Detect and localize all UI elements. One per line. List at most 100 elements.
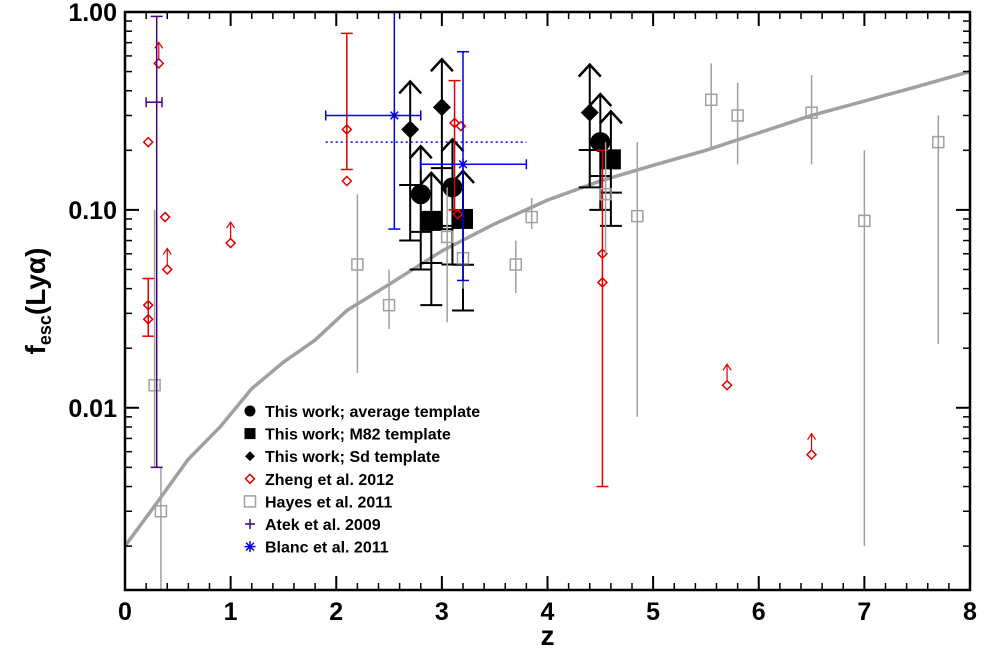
limit-arrow (598, 109, 623, 125)
point-marker (440, 230, 454, 244)
data-point (398, 79, 423, 242)
point-marker (225, 237, 237, 249)
data-point (154, 467, 168, 590)
data-point (142, 277, 155, 337)
data-points-layer (142, 11, 945, 590)
data-point (225, 220, 237, 249)
legend-marker (243, 495, 257, 508)
data-point (159, 211, 171, 223)
data-point (153, 41, 165, 69)
point-marker (455, 120, 467, 132)
y-tick-label: 0.01 (68, 395, 117, 423)
x-tick-label: 6 (752, 598, 766, 626)
ast-d2 (458, 159, 468, 169)
legend: This work; average template This work; M8… (243, 404, 480, 557)
point-marker (432, 98, 451, 117)
data-point (858, 150, 871, 547)
data-point (448, 79, 461, 211)
data-point (455, 120, 467, 132)
x-tick-label: 0 (118, 598, 132, 626)
y-axis-label-sub: esc (35, 315, 55, 345)
limit-arrow (440, 137, 465, 153)
legend-item: This work; Sd template (245, 449, 440, 466)
data-point (148, 209, 161, 468)
limit-arrow (807, 432, 817, 440)
data-point (596, 276, 608, 288)
data-point (932, 115, 945, 345)
limit-arrow (588, 92, 613, 107)
data-point (525, 197, 538, 230)
point-marker (932, 135, 945, 149)
data-point (324, 11, 422, 230)
series-2 (398, 57, 602, 242)
point-marker (631, 209, 644, 223)
point-marker (509, 258, 523, 271)
point-marker (805, 106, 818, 119)
data-point (340, 32, 353, 171)
x-tick-label: 4 (541, 598, 555, 626)
point-marker (388, 109, 400, 121)
data-point (419, 171, 444, 307)
y-axis-label-rest: (Lyα) (20, 248, 51, 316)
ast-d2 (245, 542, 255, 551)
limit-arrow (398, 79, 423, 95)
legend-label: Hayes et al. 2011 (265, 494, 392, 511)
data-point (429, 57, 454, 231)
data-point (440, 187, 454, 323)
data-point (509, 240, 523, 294)
data-point (805, 75, 818, 165)
legend-label: This work; average template (265, 404, 480, 421)
legend-item: Atek et al. 2009 (245, 517, 381, 534)
data-point (351, 194, 364, 373)
limit-arrow (429, 57, 454, 73)
data-point (599, 142, 612, 254)
data-point (420, 50, 528, 282)
limit-arrow (577, 62, 602, 78)
legend-label: This work; M82 template (265, 427, 451, 444)
point-marker (151, 97, 162, 108)
point-marker (599, 187, 612, 201)
limit-arrow (419, 171, 444, 186)
legend-marker (244, 428, 256, 440)
legend-item: This work; M82 template (244, 427, 451, 444)
axis-ticks-layer: 0 1 2 3 4 5 6 7 8 0.01 0.10 1.00 (68, 0, 977, 626)
legend-marker (244, 405, 256, 417)
data-point (341, 175, 353, 187)
data-point (577, 62, 602, 189)
legend-label: Blanc et al. 2011 (265, 540, 389, 557)
point-marker (159, 211, 171, 223)
point-marker (382, 298, 396, 312)
point-marker (525, 210, 538, 224)
point-marker (401, 120, 420, 139)
point-marker (351, 258, 364, 271)
point-marker (448, 117, 461, 129)
series-3 (142, 32, 818, 488)
data-point (145, 15, 163, 469)
point-marker (721, 379, 733, 391)
data-point (440, 137, 465, 266)
model-curve (123, 69, 971, 548)
data-point (142, 313, 154, 325)
limit-arrow (722, 363, 732, 371)
data-point (382, 269, 396, 330)
limit-arrow (226, 220, 236, 229)
point-marker (731, 109, 744, 122)
point-marker (341, 123, 353, 136)
limit-arrow (162, 247, 172, 255)
point-marker (161, 263, 173, 276)
point-marker (341, 175, 353, 187)
legend-item: Zheng et al. 2012 (244, 472, 394, 489)
legend-label: Zheng et al. 2012 (265, 472, 394, 489)
x-tick-label: 1 (224, 598, 238, 626)
data-point (142, 136, 154, 148)
legend-marker (245, 451, 255, 462)
point-marker (806, 449, 818, 461)
point-marker (600, 149, 621, 170)
point-marker (142, 136, 154, 148)
legend-item: This work; average template (244, 404, 480, 421)
x-tick-label: 5 (646, 598, 660, 626)
y-tick-label: 1.00 (68, 0, 117, 27)
plot-frame (123, 10, 972, 592)
point-marker (148, 378, 161, 392)
